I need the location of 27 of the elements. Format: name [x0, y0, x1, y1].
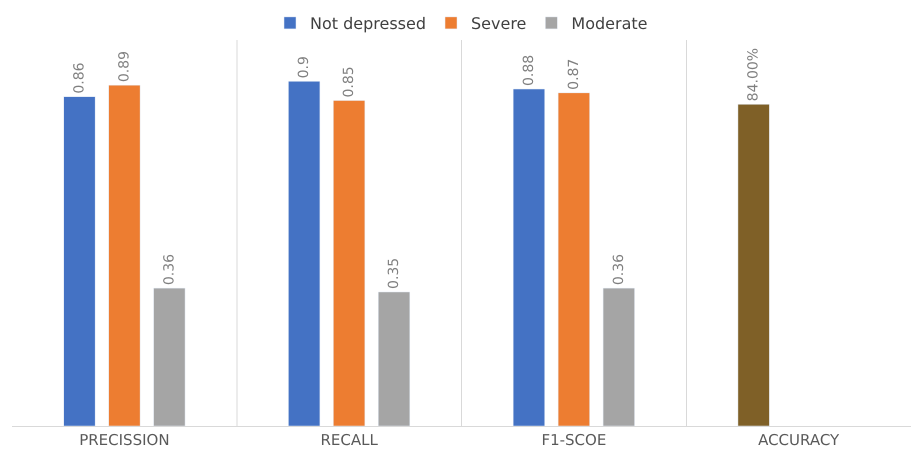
data-label: 0.86 — [71, 62, 88, 94]
data-label: 0.36 — [610, 254, 627, 286]
bar — [63, 96, 96, 426]
legend-label: Not depressed — [310, 14, 426, 34]
x-tick-label: RECALL — [320, 431, 378, 449]
bar — [288, 81, 320, 426]
bar — [738, 104, 770, 426]
legend-label: Moderate — [571, 14, 648, 34]
bar — [153, 288, 186, 426]
data-label: 0.85 — [341, 66, 358, 98]
x-tick-label: PRECISSION — [79, 431, 170, 449]
bar — [333, 100, 366, 426]
x-tick-label: ACCURACY — [758, 431, 840, 449]
data-label: 0.36 — [161, 254, 178, 286]
bar — [602, 288, 635, 426]
bar — [108, 84, 140, 426]
data-label: 0.89 — [116, 51, 132, 82]
bar — [558, 92, 590, 426]
x-tick-label: F1-SCOE — [541, 431, 606, 449]
data-label: 0.35 — [386, 258, 402, 289]
data-label: 0.88 — [520, 54, 537, 86]
data-label: 0.9 — [296, 56, 312, 78]
data-label: 84.00% — [746, 48, 762, 102]
legend-label: Severe — [471, 14, 526, 34]
bar — [512, 88, 545, 426]
data-label: 0.87 — [566, 58, 582, 90]
bar — [378, 292, 410, 426]
